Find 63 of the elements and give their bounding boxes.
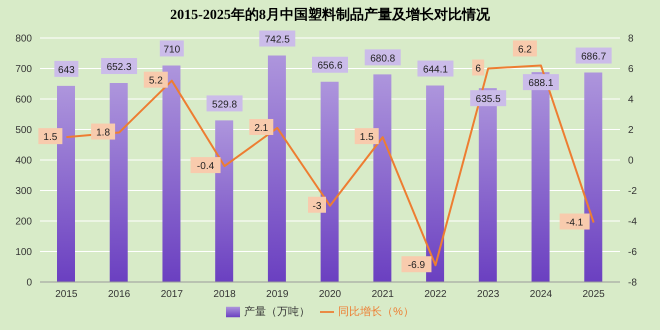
data-label: 710: [163, 44, 181, 56]
data-label: 529.8: [212, 99, 238, 110]
y-tick-label: 700: [15, 64, 32, 76]
data-label: 2.1: [254, 122, 269, 134]
y-tick-label: 600: [15, 94, 32, 106]
bar: [57, 86, 75, 282]
y2-tick-label: 2: [628, 125, 634, 136]
data-label: 6: [475, 64, 482, 74]
x-tick-label: 2015: [55, 289, 78, 300]
x-tick-label: 2022: [424, 289, 448, 300]
x-tick-label: 2017: [160, 289, 184, 300]
y-tick-label: 200: [15, 216, 32, 228]
data-label: 680.8: [370, 53, 396, 64]
data-label: 6.2: [518, 44, 532, 56]
x-tick-label: 2021: [372, 289, 394, 300]
data-label: 656.6: [317, 60, 343, 72]
data-label: 643: [58, 64, 76, 76]
data-label: -0.4: [196, 161, 215, 172]
x-tick-label: 2020: [318, 289, 342, 300]
y2-tick-label: 6: [628, 64, 634, 76]
chart-title: 2015-2025年的8月中国塑料制品产量及增长对比情况: [169, 6, 491, 25]
y2-tick-label: 8: [628, 34, 634, 45]
y-tick-label: 400: [15, 156, 32, 167]
data-label: 635.5: [476, 94, 502, 106]
x-tick-label: 2019: [266, 289, 289, 300]
legend-label: 产量（万吨）: [244, 306, 310, 318]
y2-tick-label: 4: [628, 94, 634, 106]
y2-tick-label: -6: [628, 247, 638, 258]
bar: [215, 120, 234, 282]
data-label: 742.5: [264, 34, 290, 46]
data-label: 688.1: [528, 78, 554, 90]
legend-label: 同比增长（%）: [338, 306, 414, 318]
x-tick-label: 2025: [582, 289, 606, 300]
data-label: 1.5: [360, 132, 374, 144]
data-label: -3: [312, 200, 322, 212]
bar: [584, 72, 602, 282]
bar: [426, 86, 444, 282]
y2-tick-label: 0: [628, 156, 634, 167]
y-tick-label: 800: [15, 34, 32, 45]
data-label: 652.3: [106, 62, 132, 74]
bar: [320, 82, 339, 282]
x-tick-label: 2024: [530, 289, 552, 300]
x-tick-label: 2016: [108, 289, 131, 300]
x-tick-label: 2018: [213, 289, 236, 300]
x-tick-label: 2023: [477, 289, 500, 300]
data-label: -6.9: [408, 260, 426, 272]
data-label: -4.1: [566, 218, 584, 229]
bar: [268, 56, 286, 282]
data-label: 1.5: [43, 132, 58, 144]
y-tick-label: 300: [15, 186, 32, 198]
y2-tick-label: -4: [628, 216, 638, 228]
bar: [110, 83, 128, 282]
data-label: 1.8: [96, 128, 110, 139]
y2-tick-label: -2: [628, 186, 638, 198]
y-tick-label: 500: [15, 125, 32, 136]
data-label: 5.2: [148, 76, 164, 87]
data-label: 644.1: [422, 64, 448, 76]
y-tick-label: 100: [15, 247, 32, 258]
y-tick-label: 0: [26, 278, 32, 289]
y2-tick-label: -8: [628, 278, 638, 289]
bar: [162, 65, 180, 282]
data-label: 686.7: [581, 52, 607, 63]
bar: [373, 74, 392, 282]
